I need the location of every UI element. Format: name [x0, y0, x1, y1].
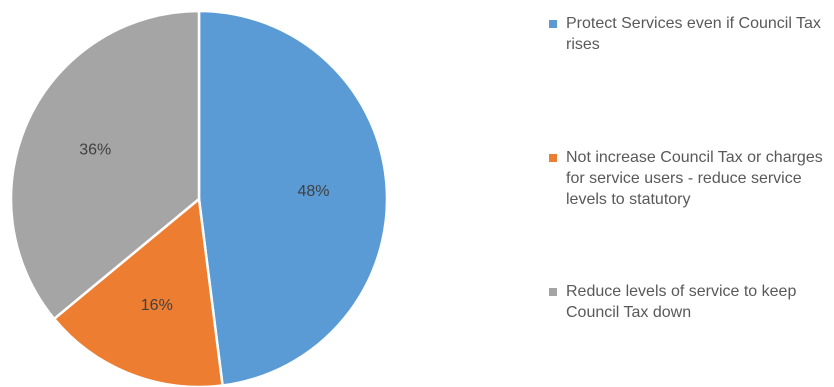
legend-item-reduce-levels: Reduce levels of service to keep Council… — [549, 281, 834, 323]
legend-label-not-increase-council-tax: Not increase Council Tax or charges for … — [566, 149, 823, 208]
legend-swatch-not-increase-council-tax — [549, 154, 557, 162]
pie-slice-protect-services — [197, 9, 389, 387]
slice-label-not-increase-council-tax: 16% — [141, 297, 173, 314]
legend-swatch-reduce-levels — [549, 288, 557, 296]
slice-label-protect-services: 48% — [297, 183, 329, 200]
chart-legend: Protect Services even if Council Tax ris… — [549, 0, 834, 387]
slice-label-reduce-levels: 36% — [79, 141, 111, 158]
pie-slice-reduce-levels — [9, 9, 201, 321]
legend-item-not-increase-council-tax: Not increase Council Tax or charges for … — [549, 147, 834, 210]
legend-label-protect-services: Protect Services even if Council Tax ris… — [566, 15, 821, 53]
legend-label-reduce-levels: Reduce levels of service to keep Council… — [566, 283, 797, 321]
legend-swatch-protect-services — [549, 20, 557, 28]
legend-item-protect-services: Protect Services even if Council Tax ris… — [549, 13, 834, 55]
